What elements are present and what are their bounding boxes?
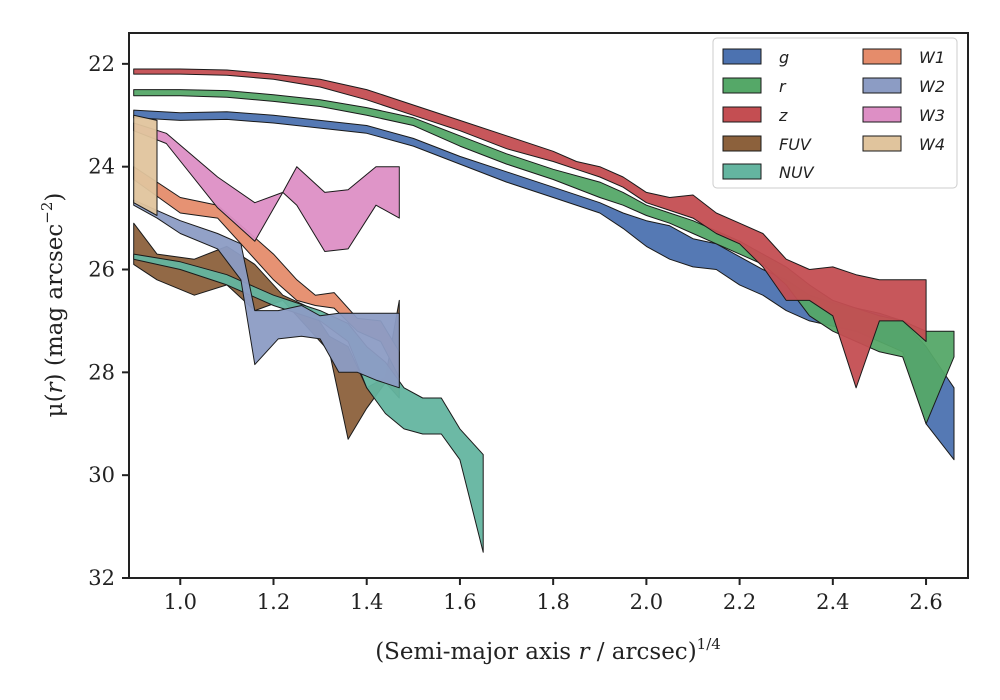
- legend-swatch-w2: [862, 77, 902, 94]
- legend-swatch-nuv: [722, 163, 762, 180]
- legend-swatch-w4: [862, 135, 902, 152]
- x-tick-label: 1.6: [443, 590, 476, 614]
- y-tick-label: 32: [88, 566, 115, 590]
- legend-swatch-g: [722, 48, 762, 65]
- y-axis-ticks: 22 24 26 28 30 32: [88, 52, 129, 590]
- y-tick-label: 24: [88, 155, 115, 179]
- series-bands: [133, 68, 955, 553]
- plot-frame: [128, 32, 969, 579]
- band-w3: [133, 122, 400, 252]
- y-axis-label: μ(r) (mag arcsec−2): [38, 193, 68, 418]
- x-tick-label: 1.8: [536, 590, 569, 614]
- x-tick-label: 2.0: [630, 590, 663, 614]
- y-tick-label: 28: [88, 360, 115, 384]
- y-tick-label: 22: [88, 52, 115, 76]
- legend-swatch-z: [722, 106, 762, 123]
- legend-swatch-r: [722, 77, 762, 94]
- legend-label-w1: W1: [919, 48, 945, 67]
- x-tick-label: 2.6: [909, 590, 942, 614]
- band-r: [133, 89, 955, 425]
- x-tick-label: 1.0: [164, 590, 197, 614]
- legend-label-w4: W4: [919, 135, 945, 154]
- legend-swatch-fuv: [722, 135, 762, 152]
- x-axis-label: (Semi-major axis r / arcsec)1/4: [375, 635, 721, 665]
- legend-label-r: r: [779, 77, 787, 96]
- legend-label-nuv: NUV: [779, 163, 815, 182]
- x-tick-label: 2.4: [816, 590, 849, 614]
- x-tick-label: 2.2: [723, 590, 756, 614]
- y-tick-label: 26: [88, 258, 115, 282]
- legend-swatch-w1: [862, 48, 902, 65]
- legend-label-w2: W2: [919, 77, 945, 96]
- legend-label-fuv: FUV: [779, 135, 812, 154]
- x-axis-ticks: 1.0 1.2 1.4 1.6 1.8 2.0 2.2 2.4 2.6: [164, 578, 943, 614]
- band-w2: [133, 199, 400, 389]
- x-tick-label: 1.2: [257, 590, 290, 614]
- legend: grz FUV NUV W1 W2 W3 W4: [712, 37, 958, 189]
- legend-label-z: z: [778, 106, 788, 125]
- y-tick-label: 30: [88, 463, 115, 487]
- x-tick-label: 1.4: [350, 590, 383, 614]
- legend-label-g: g: [779, 48, 789, 67]
- legend-swatch-w3: [862, 106, 902, 123]
- band-z: [133, 68, 927, 389]
- legend-label-w3: W3: [919, 106, 945, 125]
- band-w4: [133, 114, 158, 216]
